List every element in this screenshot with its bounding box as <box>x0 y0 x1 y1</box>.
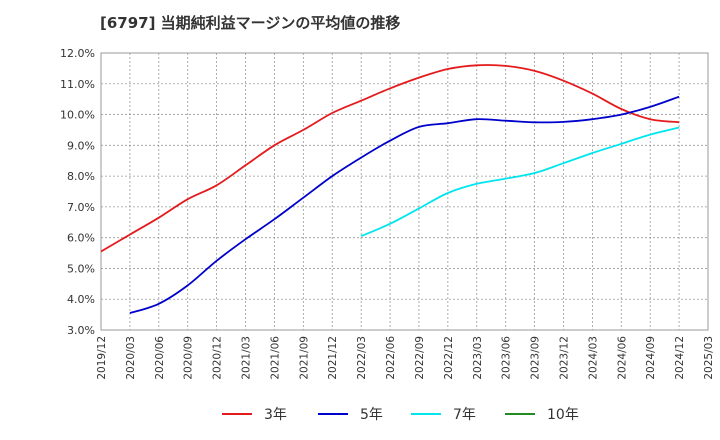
x-tick-label: 2020/12 <box>212 336 224 380</box>
legend: 3年 5年 7年 10年 <box>222 407 579 423</box>
y-tick-label: 5.0% <box>67 262 95 275</box>
x-tick-label: 2023/09 <box>530 336 542 380</box>
x-tick-label: 2022/09 <box>414 336 426 380</box>
x-tick-label: 2022/06 <box>385 336 397 380</box>
x-tick-label: 2023/03 <box>472 336 484 380</box>
x-axis-ticks: 2019/12 2020/03 2020/06 2020/09 2020/12 2021/… <box>96 336 715 380</box>
y-tick-label: 3.0% <box>67 324 95 337</box>
legend-label-2: 7年 <box>453 407 476 423</box>
plot-area <box>100 52 709 331</box>
y-tick-label: 4.0% <box>67 293 95 306</box>
x-tick-label: 2022/03 <box>356 336 368 380</box>
legend-label-0: 3年 <box>264 407 287 423</box>
y-axis-ticks: 3.0% 4.0% 5.0% 6.0% 7.0% 8.0% 9.0% 10.0% 11.0% 12… <box>60 47 95 337</box>
y-tick-label: 12.0% <box>60 47 95 60</box>
chart-title: [6797] 当期純利益マージンの平均値の推移 <box>100 14 401 32</box>
x-tick-label: 2024/06 <box>616 336 628 380</box>
x-tick-label: 2020/03 <box>125 336 137 380</box>
grid-lines <box>101 53 708 330</box>
y-tick-label: 7.0% <box>67 201 95 214</box>
x-tick-label: 2023/06 <box>501 336 513 380</box>
x-tick-label: 2025/03 <box>703 336 715 380</box>
x-tick-label: 2024/12 <box>674 336 686 380</box>
legend-label-3: 10年 <box>547 407 579 423</box>
x-tick-label: 2021/12 <box>327 336 339 380</box>
x-tick-label: 2021/06 <box>269 336 281 380</box>
x-tick-label: 2020/09 <box>183 336 195 380</box>
y-tick-label: 8.0% <box>67 170 95 183</box>
x-tick-label: 2020/06 <box>154 336 166 380</box>
legend-label-1: 5年 <box>360 407 383 423</box>
x-tick-label: 2021/03 <box>241 336 253 380</box>
series-lines <box>100 64 680 314</box>
x-tick-label: 2022/12 <box>443 336 455 380</box>
x-tick-label: 2024/03 <box>587 336 599 380</box>
x-tick-label: 2024/09 <box>645 336 657 380</box>
y-tick-label: 9.0% <box>67 139 95 152</box>
x-tick-label: 2023/12 <box>558 336 570 380</box>
y-tick-label: 11.0% <box>60 78 95 91</box>
x-tick-label: 2021/09 <box>298 336 310 380</box>
y-tick-label: 6.0% <box>67 232 95 245</box>
y-tick-label: 10.0% <box>60 109 95 122</box>
series-line-2 <box>360 126 680 237</box>
series-line-1 <box>129 95 680 314</box>
series-line-0 <box>100 64 680 253</box>
x-tick-label: 2019/12 <box>96 336 108 380</box>
